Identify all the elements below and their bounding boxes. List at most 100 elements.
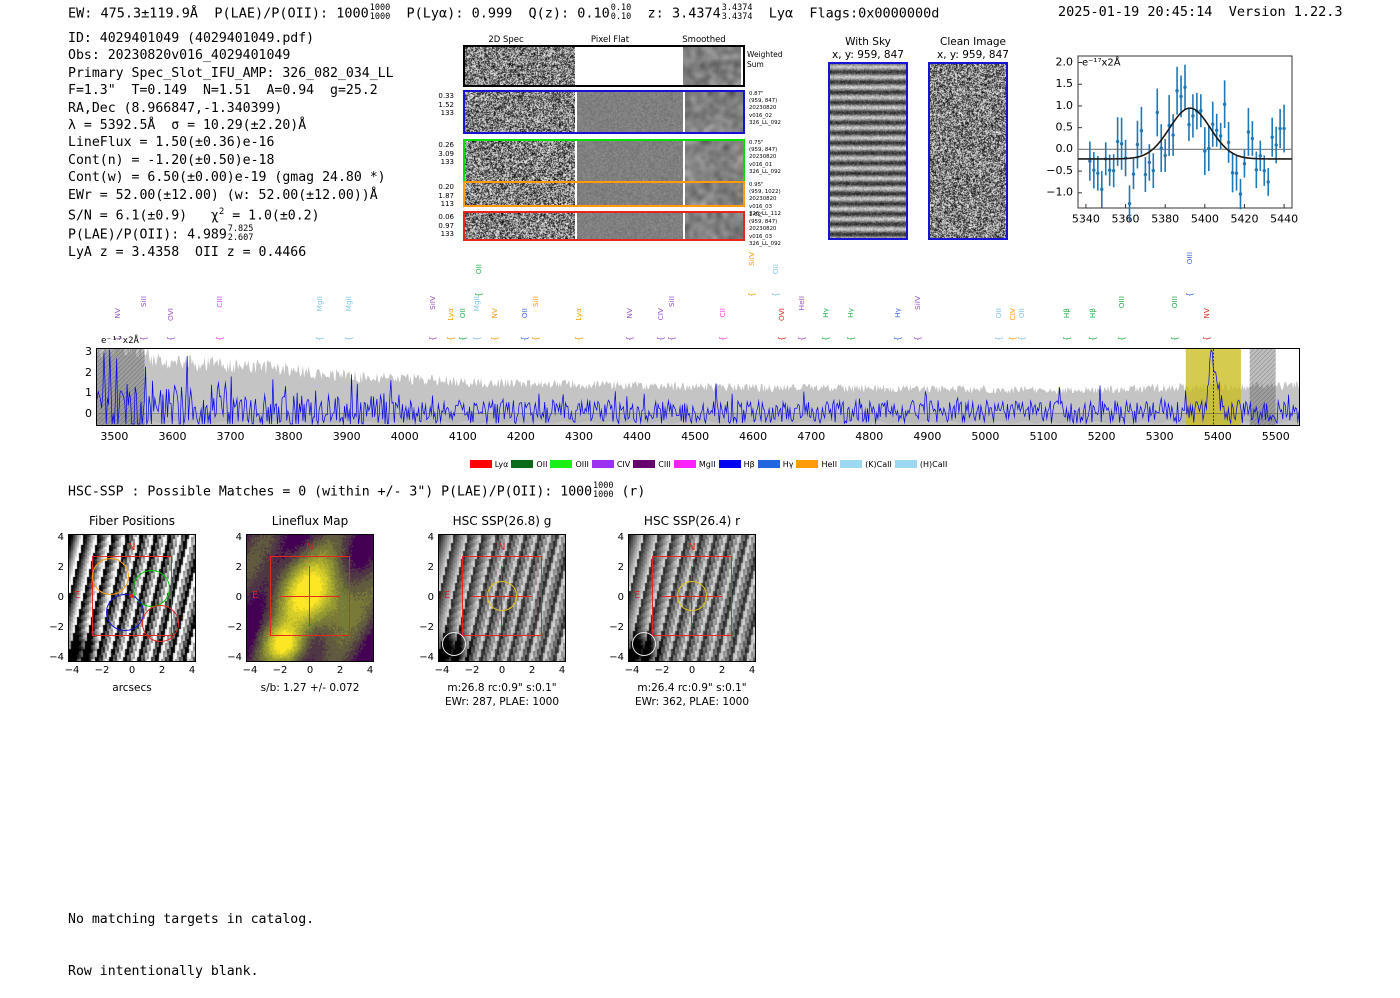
spectrum-x-tick: 3600 [158,430,187,443]
cutout-caption-1: m:26.4 rc:0.9" s:0.1" [637,682,747,694]
emission-line-marker: { [530,336,540,342]
psf-circle [442,632,466,656]
emission-line-label: HeII [797,296,807,311]
cutout-x-tick: 4 [558,665,566,676]
spec2d-meta-value: 20230820 [749,196,777,203]
cutout-y-tick: 2 [235,562,242,573]
clean-image-image [928,62,1008,240]
cutout-x-tick: 4 [188,665,196,676]
emission-line-label: MgII [314,296,324,312]
cutout-y-tick: 4 [427,532,434,543]
cutout-y-tick: 0 [427,592,434,603]
aperture-circle [487,581,517,611]
emission-line-label: OVI [166,308,176,321]
cutout-x-tick: −4 [624,665,640,676]
cutout-x-tick: −2 [654,665,670,676]
info-slot: Primary Spec_Slot_IFU_AMP: 326_082_034_L… [68,65,394,81]
spec2d-meta-value: (959, 847) [749,98,778,105]
emission-line-marker: { [747,292,757,298]
spec2d-row-meta: 0.95" (959, 1022) 20230820 v016_03 326_LL_11… [749,182,805,218]
legend-swatch [894,460,917,468]
emission-line-label: OII [458,308,468,319]
ew-label: EW: [68,5,93,22]
spectrum-legend-item: CIII [633,460,671,469]
spectrum-x-tick: 3500 [100,430,129,443]
spec2d-meta-value: 326_LL_112 [749,210,781,217]
cutout-y-tick: 2 [617,562,624,573]
info-sn: S/N = 6.1(±0.9) χ2 = 1.0(±0.2) [68,207,320,224]
emission-line-label: Hγ [892,308,902,318]
emission-line-label: Hγ [846,308,856,318]
emission-line-marker: { [489,336,499,342]
emission-line-label: MgII [344,296,354,312]
cutout-x-tick: −4 [434,665,450,676]
emission-line-label: OIII [1184,252,1194,265]
spectrum-y-tick: 2 [85,365,92,379]
emission-line-marker: { [666,336,676,342]
with-sky-coords: x, y: 959, 847 [832,49,904,61]
detection-info-block: ID: 4029401049 (4029401049.pdf) Obs: 202… [68,30,394,261]
spec2d-meta-value: (959, 847) [749,219,778,226]
spec2d-stat-value: 113 [440,200,454,209]
legend-label: OII [536,460,548,469]
emission-line-label: NV [113,308,123,319]
emission-line-label: SiII [530,296,540,308]
spectrum-legend-item: OII [511,460,547,469]
emission-line-label: OVI [777,308,787,321]
spec2d-stat-value: 0.97 [438,221,454,230]
spectrum-x-tick: 4400 [623,430,652,443]
emission-line-marker: { [458,336,468,342]
cutout-y-tick: −4 [609,652,624,663]
spec2d-row-meta: 1.62" (959, 847) 20230820 v016_03 326_LL_092 [749,212,805,248]
spectrum-x-tick: 5500 [1261,430,1290,443]
spec2d-row-meta: 0.87" (959, 847) 20230820 v016_02 326_LL_092 [749,91,805,127]
cutout-x-tick: −2 [94,665,110,676]
emission-line-label: CIV [1007,308,1017,321]
spectrum-x-tick: 3900 [332,430,361,443]
z-label: z: [647,5,664,22]
fiber-circle [106,593,144,631]
emission-line-label: NV [1202,308,1212,319]
legend-swatch [757,460,780,468]
qz-label: Q(z): [528,5,570,22]
spec2d-exposure-row [463,139,745,183]
spec2d-meta-value: 20230820 [749,226,777,233]
emission-line-label: CII [717,308,727,318]
cutout-caption-2: EWr: 287, PLAE: 1000 [444,696,560,708]
panel-title-smoothed: Smoothed [682,35,726,45]
cutout-x-tick: −2 [464,665,480,676]
emission-line-marker: { [1061,336,1071,342]
info-cont-n: Cont(n) = -1.20(±0.50)e-18 [68,152,275,168]
spectrum-x-tick: 5200 [1087,430,1116,443]
with-sky-title: With Sky [845,36,891,48]
cutout-y-tick: 0 [235,592,242,603]
cutout-y-tick: 4 [235,532,242,543]
spec2d-meta-value: 0.95" [749,182,764,188]
plya-label: P(Lyα): [406,5,464,22]
cutout-region-box [462,556,542,636]
emission-line-label: Lyα [574,308,584,321]
spectrum-legend-item: CIV [591,460,630,469]
spectrum-legend-item: (H)CaII [894,460,947,469]
compass-east: E [634,590,641,601]
emission-line-label: NV [624,308,634,319]
emission-line-label: NV [489,308,499,319]
cutout-x-tick: −2 [272,665,288,676]
report-header-left: EW: 475.3±119.9Å P(LAE)/P(OII): 10001000… [68,4,939,22]
emission-line-marker: { [1184,292,1194,298]
spectrum-x-tick: 5300 [1145,430,1174,443]
spec2d-exposure-row [463,90,745,134]
spec2d-meta-value: 326_LL_092 [749,168,781,175]
emission-line-label: SiII [666,296,676,308]
spec2d-meta-value: v016_02 [749,112,773,119]
emission-line-marker: { [520,336,530,342]
cutout-y-tick: 2 [57,562,64,573]
spectrum-legend-item: OIII [550,460,589,469]
cutout-y-tick: 4 [617,532,624,543]
footer-line-1: No matching targets in catalog. [68,911,315,927]
line-fit-chart [1032,48,1300,238]
spectrum-legend-item: MgII [673,460,716,469]
spectrum-x-tick: 4200 [506,430,535,443]
legend-swatch [840,460,863,468]
cutout-x-tick: 4 [366,665,374,676]
